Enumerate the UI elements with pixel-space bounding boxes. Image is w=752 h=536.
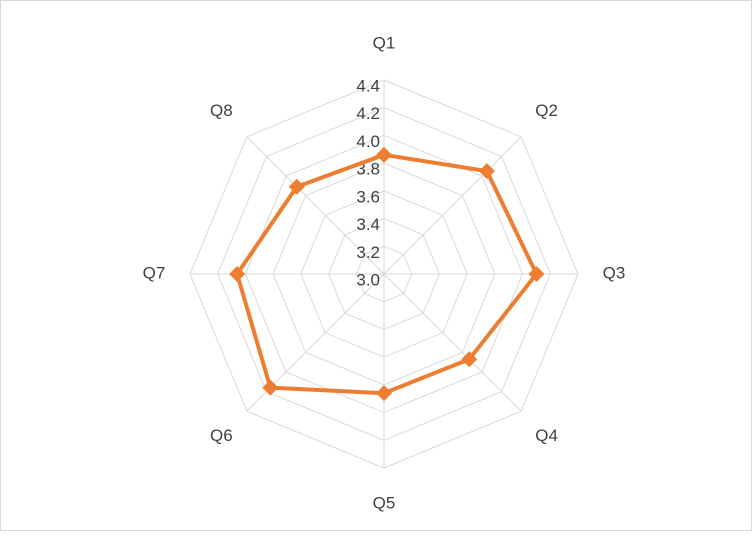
category-label: Q7 xyxy=(143,263,166,282)
category-label: Q4 xyxy=(535,426,558,445)
spoke xyxy=(383,136,522,275)
r-tick-label: 4.0 xyxy=(356,132,380,151)
marker xyxy=(478,163,495,180)
category-label: Q2 xyxy=(535,101,558,120)
spoke xyxy=(246,136,385,275)
category-label: Q6 xyxy=(210,426,233,445)
marker xyxy=(376,146,392,163)
marker xyxy=(288,178,305,195)
marker xyxy=(262,379,279,396)
r-tick-label: 4.4 xyxy=(356,76,380,95)
r-tick-label: 3.0 xyxy=(356,270,380,289)
category-label: Q1 xyxy=(373,33,396,52)
spoke xyxy=(383,273,522,412)
r-tick-label: 3.6 xyxy=(356,187,380,206)
marker xyxy=(376,385,392,402)
marker xyxy=(461,351,478,368)
marker xyxy=(528,266,545,282)
category-label: Q5 xyxy=(373,493,396,512)
category-label: Q3 xyxy=(603,263,626,282)
r-tick-label: 3.4 xyxy=(356,215,380,234)
r-tick-label: 3.2 xyxy=(356,243,380,262)
category-label: Q8 xyxy=(210,101,233,120)
r-tick-label: 4.2 xyxy=(356,104,380,123)
marker xyxy=(229,266,246,282)
